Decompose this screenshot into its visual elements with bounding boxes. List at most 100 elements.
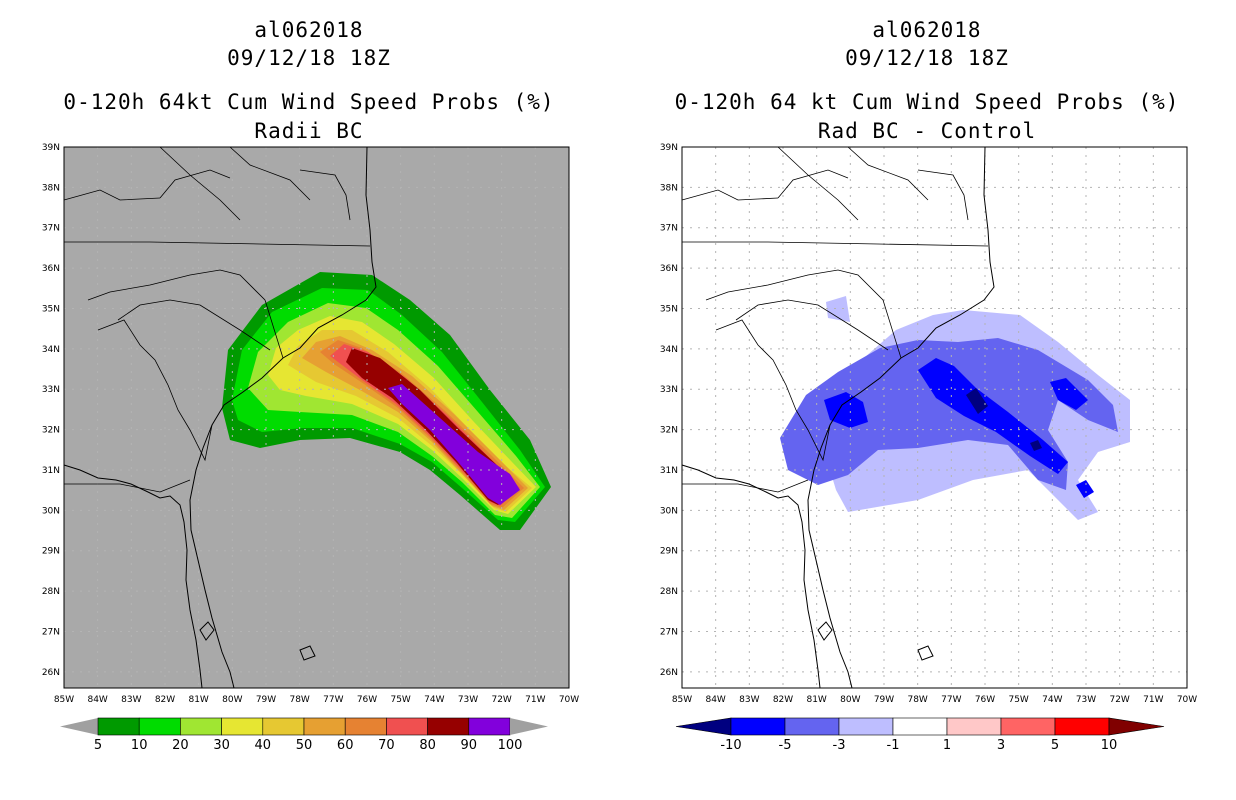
lat-tick-label: 30N <box>660 506 678 516</box>
lon-tick-label: 78W <box>907 695 927 705</box>
lon-tick-label: 80W <box>222 695 242 705</box>
legend-color-box <box>303 717 346 736</box>
lon-tick-label: 79W <box>874 695 894 705</box>
legend-color-box <box>838 717 894 736</box>
legend-label: 5 <box>94 738 102 753</box>
diff-contour-minus1-ne <box>826 296 850 322</box>
lon-tick-label: 79W <box>256 695 276 705</box>
state-border <box>117 299 271 351</box>
legend-color-box <box>730 717 786 736</box>
lon-tick-label: 73W <box>1076 695 1096 705</box>
lat-tick-label: 34N <box>660 345 678 355</box>
lat-tick-label: 33N <box>42 385 60 395</box>
gulf-coastline <box>681 464 821 689</box>
lon-tick-label: 76W <box>975 695 995 705</box>
lat-tick-label: 36N <box>660 264 678 274</box>
legend-color-box <box>386 717 428 736</box>
state-border <box>777 169 849 199</box>
lake-outline <box>817 621 833 641</box>
left-subtitle: Radii BC <box>254 119 364 143</box>
state-border <box>847 146 929 201</box>
left-probability-map: 39N 38N 37N 36N 35N 34N 33N 32N 31N 30N 29N 28N 27N 2… <box>42 143 579 753</box>
state-border <box>87 269 284 359</box>
right-datetime: 09/12/18 18Z <box>845 46 1009 70</box>
lat-tick-label: 31N <box>660 466 678 476</box>
lon-tick-label: 76W <box>357 695 377 705</box>
lat-tick-label: 38N <box>42 183 60 193</box>
lon-tick-label: 82W <box>155 695 175 705</box>
gulf-coastline <box>63 464 203 689</box>
lat-tick-label: 35N <box>660 304 678 314</box>
map-frame <box>681 146 1188 689</box>
legend-color-box <box>946 717 1002 736</box>
lat-tick-label: 33N <box>660 385 678 395</box>
legend-color-box <box>784 717 840 736</box>
legend-label: 100 <box>498 738 523 753</box>
lon-tick-label: 75W <box>390 695 410 705</box>
state-border <box>64 479 191 493</box>
right-storm-id: al062018 <box>872 18 982 42</box>
lat-tick-label: 29N <box>660 547 678 557</box>
diff-contour-minus5-tail <box>1076 480 1094 498</box>
legend-color-box <box>1054 717 1110 736</box>
state-border <box>682 479 809 493</box>
legend-color-box <box>468 717 511 736</box>
lake-outline <box>299 645 316 661</box>
lake-outline <box>199 621 215 641</box>
lat-tick-label: 37N <box>660 224 678 234</box>
legend-label: 5 <box>1051 738 1059 753</box>
legend-color-box <box>180 717 222 736</box>
legend-label: 3 <box>997 738 1005 753</box>
prob-contour-90 <box>388 384 520 505</box>
lon-tick-label: 85W <box>672 695 692 705</box>
legend-color-box <box>262 717 305 736</box>
lon-tick-label: 71W <box>1143 695 1163 705</box>
lat-tick-label: 34N <box>42 345 60 355</box>
lon-tick-label: 73W <box>458 695 478 705</box>
right-title: 0-120h 64 kt Cum Wind Speed Probs (%) <box>674 90 1180 114</box>
lat-tick-label: 35N <box>42 304 60 314</box>
lon-tick-label: 82W <box>773 695 793 705</box>
state-border <box>705 269 902 359</box>
lat-tick-label: 39N <box>42 143 60 153</box>
right-difference-map: 39N 38N 37N 36N 35N 34N 33N 32N 31N 30N 29N 28N 27N 2… <box>660 143 1197 753</box>
legend-label: 10 <box>131 738 148 753</box>
lon-tick-label: 72W <box>1109 695 1129 705</box>
atlantic-coastline <box>807 146 995 689</box>
left-datetime: 09/12/18 18Z <box>227 46 391 70</box>
legend-label: -10 <box>720 738 741 753</box>
lon-tick-label: 72W <box>491 695 511 705</box>
lat-tick-label: 27N <box>660 627 678 637</box>
lon-tick-label: 78W <box>289 695 309 705</box>
legend-label: 90 <box>461 738 478 753</box>
legend-color-box <box>1000 717 1056 736</box>
lat-tick-label: 31N <box>42 466 60 476</box>
legend-overflow-arrow <box>1108 717 1165 736</box>
legend-color-box <box>97 717 140 736</box>
lon-tick-label: 74W <box>1042 695 1062 705</box>
legend-color-box <box>892 717 948 736</box>
state-border <box>917 169 969 221</box>
lon-tick-label: 83W <box>739 695 759 705</box>
legend-color-box <box>221 717 264 736</box>
state-border <box>777 146 859 221</box>
legend-label: 10 <box>1101 738 1118 753</box>
lat-tick-label: 37N <box>42 224 60 234</box>
legend-underflow-arrow <box>675 717 732 736</box>
state-border <box>63 189 161 201</box>
lon-tick-label: 80W <box>840 695 860 705</box>
legend-label: 70 <box>378 738 395 753</box>
lat-tick-label: 26N <box>660 668 678 678</box>
legend-overflow-arrow <box>510 718 548 735</box>
diff-contour-minus10-a <box>966 388 988 414</box>
legend-color-box <box>344 717 387 736</box>
legend-label: 80 <box>419 738 436 753</box>
lon-tick-label: 70W <box>559 695 579 705</box>
legend-label: 60 <box>337 738 354 753</box>
legend-label: 1 <box>943 738 951 753</box>
lon-tick-label: 77W <box>941 695 961 705</box>
state-border <box>681 189 779 201</box>
state-border <box>64 241 371 247</box>
lon-tick-label: 84W <box>87 695 107 705</box>
lon-tick-label: 77W <box>323 695 343 705</box>
